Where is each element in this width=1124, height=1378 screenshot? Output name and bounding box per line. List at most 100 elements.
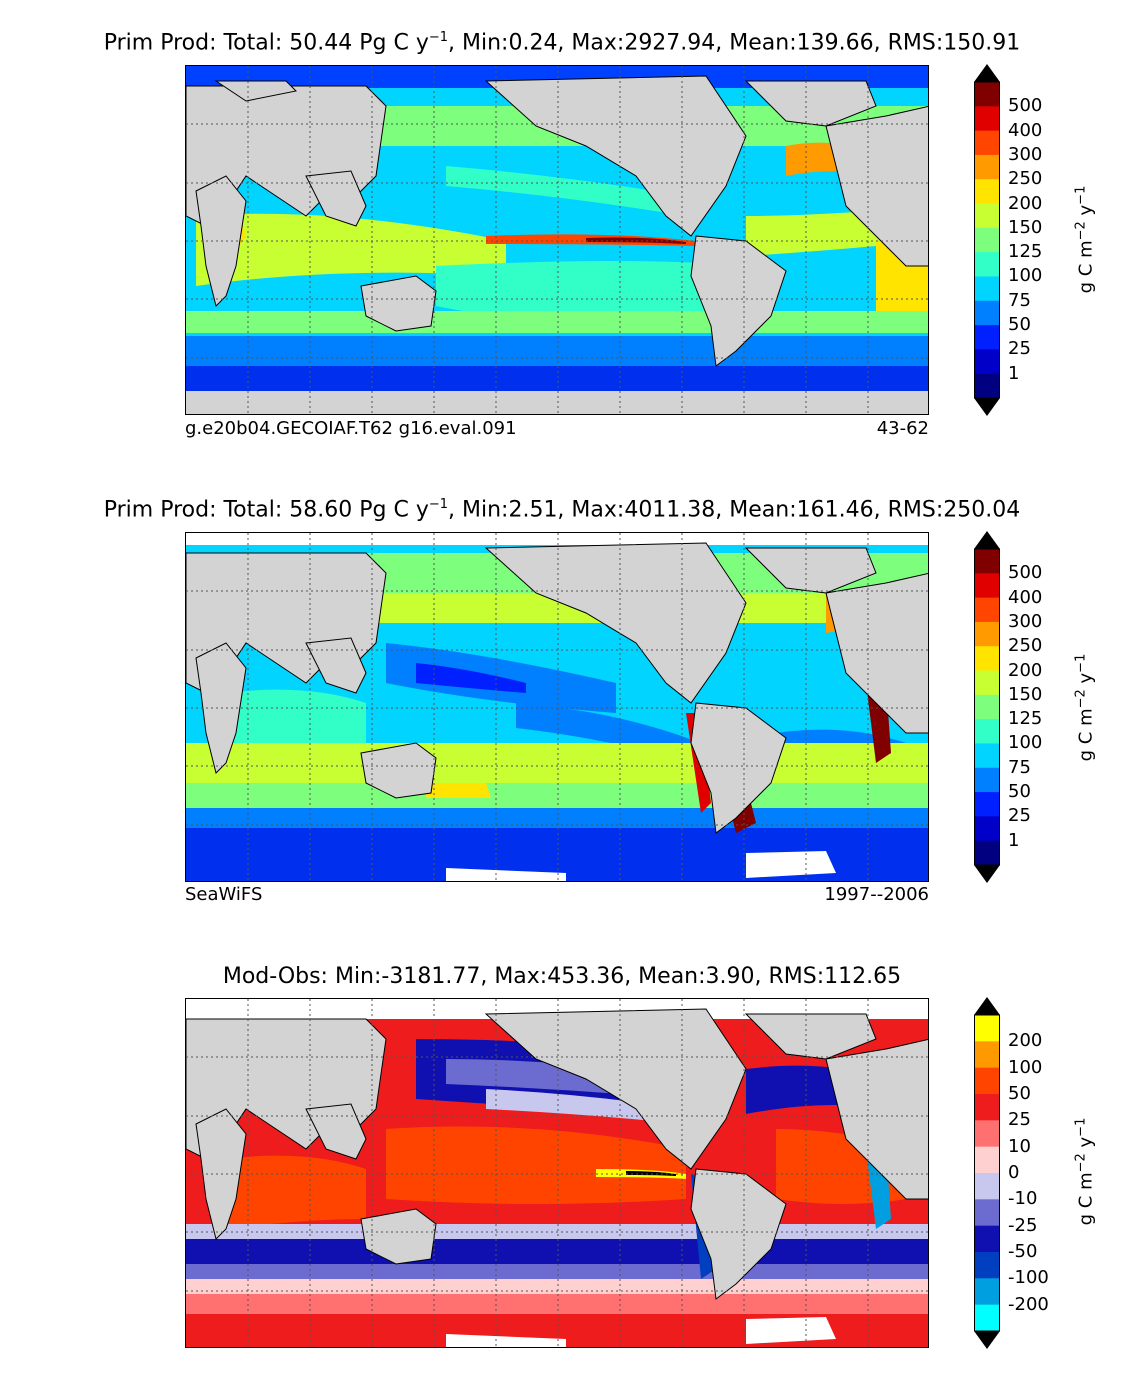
colorbar-tick-label: 100 xyxy=(1008,1056,1043,1078)
colorbar-tick-label: 200 xyxy=(1008,659,1043,681)
colorbar-tick-label: 1 xyxy=(1008,362,1020,384)
colorbar-tick-label: 100 xyxy=(1008,732,1043,754)
colorbar-swatch xyxy=(974,349,1000,375)
colorbar-tick-label: -25 xyxy=(1008,1214,1038,1236)
colorbar-tick-label: 50 xyxy=(1008,1083,1031,1104)
colorbar-swatch xyxy=(974,373,1000,399)
colorbar-extend-max xyxy=(974,997,1000,1015)
colorbar-extend-max xyxy=(974,64,1000,82)
colorbar-tick-label: 125 xyxy=(1008,241,1043,263)
panel3-difference-map xyxy=(185,998,929,1348)
colorbar-swatch xyxy=(974,816,1000,842)
colorbar-tick-label: 200 xyxy=(1008,192,1043,214)
panel2-colorbar-svg xyxy=(974,531,1000,883)
colorbar-tick-label: 250 xyxy=(1008,635,1043,657)
panel1-colorbar-svg xyxy=(974,64,1000,416)
colorbar-swatch xyxy=(974,1015,1000,1042)
colorbar-tick-label: 500 xyxy=(1008,562,1043,584)
panel1-unit-label: g C m−2 y−1 xyxy=(1073,185,1097,294)
colorbar-swatch xyxy=(974,792,1000,817)
colorbar-swatch xyxy=(974,227,1000,253)
colorbar-tick-label: 50 xyxy=(1008,314,1031,336)
colorbar-swatch xyxy=(974,646,1000,672)
panel3-colorbar-svg xyxy=(974,997,1000,1349)
colorbar-swatch xyxy=(974,743,1000,769)
colorbar-swatch xyxy=(974,1252,1000,1279)
panel3-title: Mod-Obs: Min:-3181.77, Max:453.36, Mean:… xyxy=(222,964,902,989)
panel2-source-label: SeaWiFS xyxy=(185,884,263,905)
colorbar-swatch xyxy=(974,767,1000,793)
colorbar-swatch xyxy=(974,621,1000,647)
colorbar-tick-label: 75 xyxy=(1008,756,1031,778)
colorbar-tick-label: 50 xyxy=(1008,781,1031,803)
colorbar-tick-label: 75 xyxy=(1008,289,1031,311)
colorbar-swatch xyxy=(974,1225,1000,1253)
colorbar-tick-label: 10 xyxy=(1008,1135,1031,1157)
colorbar-tick-label: 125 xyxy=(1008,708,1043,730)
panel1-run-label: g.e20b04.GECOIAF.T62 g16.eval.091 xyxy=(185,418,517,439)
colorbar-tick-label: 150 xyxy=(1008,683,1043,705)
colorbar-swatch xyxy=(974,154,1000,180)
colorbar-tick-label: -200 xyxy=(1008,1293,1049,1315)
colorbar-swatch xyxy=(974,325,1000,350)
colorbar-tick-label: 150 xyxy=(1008,216,1043,238)
colorbar-swatch xyxy=(974,573,1000,599)
colorbar-swatch xyxy=(974,1304,1000,1332)
panel1-title: Prim Prod: Total: 50.44 Pg C y−1, Min:0.… xyxy=(103,30,1021,56)
colorbar-swatch xyxy=(974,1094,1000,1121)
colorbar-swatch xyxy=(974,840,1000,866)
colorbar-swatch xyxy=(974,1120,1000,1148)
colorbar-swatch xyxy=(974,179,1000,205)
colorbar-tick-label: 200 xyxy=(1008,1030,1043,1052)
colorbar-swatch xyxy=(974,549,1000,574)
colorbar-tick-label: 25 xyxy=(1008,805,1031,827)
colorbar-tick-label: 400 xyxy=(1008,586,1043,608)
panel2-colorbar xyxy=(974,531,1000,883)
colorbar-tick-label: 400 xyxy=(1008,119,1043,141)
colorbar-extend-min xyxy=(974,1331,1000,1349)
panel2-unit-label: g C m−2 y−1 xyxy=(1073,653,1097,762)
colorbar-swatch xyxy=(974,1278,1000,1306)
colorbar-tick-label: -50 xyxy=(1008,1241,1038,1262)
panel1-model-map xyxy=(185,65,929,415)
colorbar-extend-min xyxy=(974,398,1000,416)
colorbar-extend-min xyxy=(974,865,1000,883)
colorbar-extend-max xyxy=(974,531,1000,549)
panel1-years-label: 43-62 xyxy=(876,418,929,439)
colorbar-swatch xyxy=(974,694,1000,720)
colorbar-swatch xyxy=(974,1146,1000,1174)
colorbar-swatch xyxy=(974,252,1000,277)
colorbar-tick-label: 0 xyxy=(1008,1162,1020,1183)
colorbar-swatch xyxy=(974,1199,1000,1227)
colorbar-swatch xyxy=(974,597,1000,623)
colorbar-swatch xyxy=(974,106,1000,132)
panel1-map-svg xyxy=(186,66,928,414)
colorbar-swatch xyxy=(974,1041,1000,1069)
colorbar-swatch xyxy=(974,719,1000,744)
colorbar-tick-label: 300 xyxy=(1008,143,1043,165)
colorbar-tick-label: 250 xyxy=(1008,168,1043,190)
colorbar-swatch xyxy=(974,82,1000,107)
colorbar-swatch xyxy=(974,203,1000,229)
colorbar-tick-label: 1 xyxy=(1008,829,1020,851)
colorbar-tick-label: 100 xyxy=(1008,265,1043,287)
panel3-map-svg xyxy=(186,999,928,1347)
colorbar-tick-label: -10 xyxy=(1008,1188,1038,1210)
colorbar-swatch xyxy=(974,300,1000,326)
colorbar-tick-label: 25 xyxy=(1008,1109,1031,1131)
panel2-obs-map xyxy=(185,532,929,882)
colorbar-swatch xyxy=(974,1067,1000,1095)
panel2-map-svg xyxy=(186,533,928,881)
panel1-colorbar xyxy=(974,64,1000,416)
colorbar-tick-label: 500 xyxy=(1008,95,1043,117)
panel2-title: Prim Prod: Total: 58.60 Pg C y−1, Min:2.… xyxy=(103,497,1021,523)
colorbar-swatch xyxy=(974,276,1000,302)
colorbar-swatch xyxy=(974,1173,1000,1200)
panel3-colorbar xyxy=(974,997,1000,1349)
colorbar-swatch xyxy=(974,670,1000,696)
panel2-years-label: 1997--2006 xyxy=(824,884,929,905)
colorbar-tick-label: -100 xyxy=(1008,1267,1049,1289)
colorbar-tick-label: 25 xyxy=(1008,338,1031,360)
colorbar-swatch xyxy=(974,130,1000,156)
panel3-unit-label: g C m−2 y−1 xyxy=(1073,1117,1097,1226)
